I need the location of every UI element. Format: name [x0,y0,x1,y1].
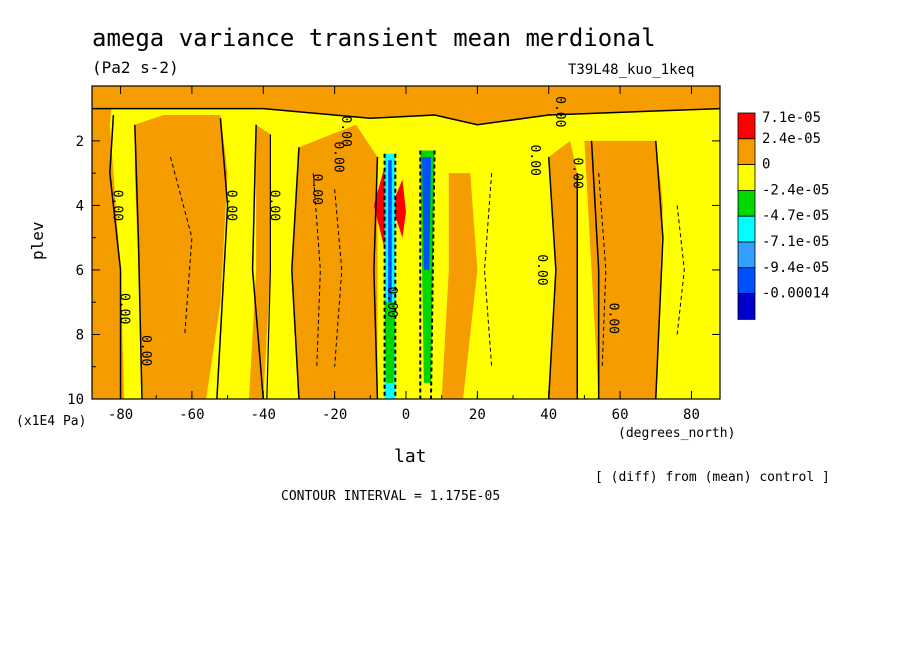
x-axis-units: (degrees_north) [618,426,736,441]
contour-label: 0.00 [117,293,132,324]
contour-line [483,173,493,367]
x-tick-label: -60 [179,407,204,423]
contour-line [291,147,300,400]
contour-line [92,107,721,126]
contour-label: 0.00 [384,287,399,318]
legend-label: -0.00014 [762,286,829,302]
contour-line [170,156,193,335]
legend-swatch [737,215,756,243]
positive-region [584,140,663,400]
contour-line [109,114,122,399]
positive-region [249,124,271,399]
legend-swatch [737,189,756,217]
contour-label: 0.00 [309,174,324,205]
contour-label: 0.00 [266,190,281,221]
contour-line [547,156,557,400]
legend-swatch [737,241,756,269]
contour-label: 0.00 [338,116,353,147]
x-axis-label: lat [394,446,427,467]
contour-label: 0.00 [331,141,346,172]
legend-label: 2.4e-05 [762,131,821,147]
legend-label: 7.1e-05 [762,110,821,126]
x-tick-label: 60 [612,407,629,423]
contour-line [598,173,607,367]
x-tick-label: -40 [251,407,276,423]
legend-swatch [737,293,756,320]
contour-label: 0.00 [534,254,549,285]
contour-line [590,140,600,399]
contour-line [312,173,321,367]
legend-swatch [737,267,756,294]
y-tick-label: 2 [76,134,84,150]
chart-title: amega variance transient mean merdional [92,24,656,52]
legend-label: -2.4e-05 [762,182,829,198]
x-tick-label: -80 [108,407,133,423]
x-tick-label: 80 [683,407,700,423]
contour-line [266,134,272,400]
positive-region [548,140,578,400]
contour-label: 0.00 [605,303,620,334]
contour-label: 0.00 [527,145,542,176]
positive-region [441,173,478,399]
legend-swatch [737,138,756,166]
contour-line [334,189,343,367]
contour-line [134,124,143,400]
y-tick-label: 8 [76,327,84,343]
legend-label: -4.7e-05 [762,208,829,224]
y-tick-label: 6 [76,263,84,279]
minimum-region [422,156,431,270]
contour-label: 0.00 [552,96,567,127]
y-tick-label: 4 [76,198,84,214]
positive-region [92,86,125,399]
legend-swatch [737,164,756,191]
contour-line [373,156,379,400]
run-label: T39L48_kuo_1keq [568,62,695,78]
y-tick-label: 10 [67,392,84,408]
x-tick-label: 20 [469,407,486,423]
contour-label: 0.00 [109,190,124,221]
legend-swatch [737,112,756,140]
legend-label: 0 [762,157,770,173]
contour-interval: CONTOUR INTERVAL = 1.175E-05 [281,489,501,504]
y-axis-units: (x1E4 Pa) [16,414,87,429]
legend-label: -9.4e-05 [762,260,829,276]
maximum-region [391,179,406,238]
positive-region [92,86,720,125]
contour-label: 0.00 [570,157,585,188]
positive-region [134,115,228,400]
x-tick-label: -20 [322,407,347,423]
contour-line [251,124,265,400]
contour-line [676,205,685,335]
contour-line [216,118,229,400]
positive-region [291,124,378,399]
chart-units: (Pa2 s-2) [92,58,179,77]
x-tick-label: 0 [402,407,410,423]
contour-label: 0.00 [224,190,239,221]
minimum-region [384,302,396,383]
contour-line [655,140,664,400]
legend-label: -7.1e-05 [762,234,829,250]
contour-label: 0.00 [138,335,153,366]
diff-note: [ (diff) from (mean) control ] [595,470,830,485]
x-tick-label: 40 [540,407,557,423]
